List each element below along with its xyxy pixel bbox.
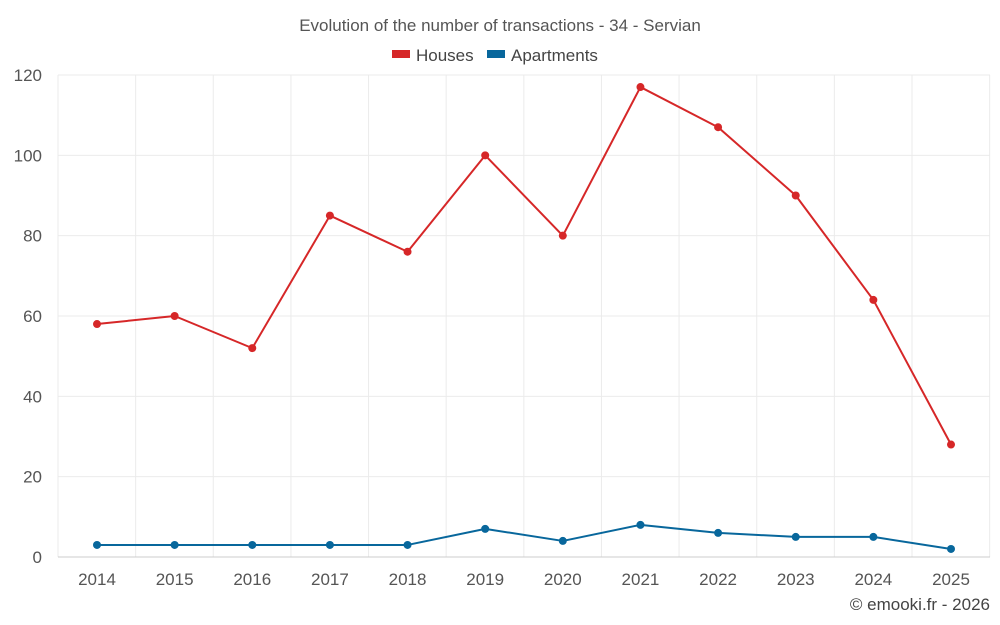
x-tick-label: 2017	[311, 570, 349, 589]
data-point-apartments[interactable]	[558, 536, 567, 545]
data-point-apartments[interactable]	[947, 544, 955, 553]
y-tick-label: 80	[23, 227, 42, 246]
data-point-houses[interactable]	[869, 295, 878, 304]
legend-label-houses: Houses	[416, 46, 474, 65]
legend-swatch-houses	[392, 50, 410, 58]
x-tick-label: 2024	[854, 570, 892, 589]
x-tick-label: 2014	[78, 570, 116, 589]
legend-label-apartments: Apartments	[511, 46, 598, 65]
data-point-apartments[interactable]	[714, 528, 723, 537]
data-point-houses[interactable]	[714, 123, 723, 132]
data-point-houses[interactable]	[93, 320, 101, 329]
y-tick-label: 20	[23, 468, 42, 487]
y-tick-label: 0	[33, 548, 42, 567]
x-tick-label: 2020	[544, 570, 582, 589]
gridlines	[57, 74, 991, 557]
data-point-houses[interactable]	[481, 151, 490, 160]
x-tick-label: 2021	[622, 570, 660, 589]
legend: Houses Apartments	[392, 46, 598, 65]
legend-item-apartments[interactable]: Apartments	[487, 46, 598, 65]
legend-swatch-apartments	[487, 50, 505, 58]
y-tick-label: 100	[14, 146, 42, 165]
chart-title: Evolution of the number of transactions …	[299, 16, 701, 35]
data-point-apartments[interactable]	[170, 540, 179, 549]
series	[93, 83, 955, 553]
y-tick-label: 40	[23, 387, 42, 406]
x-tick-label: 2022	[699, 570, 737, 589]
data-point-apartments[interactable]	[325, 540, 334, 549]
data-point-houses[interactable]	[248, 344, 257, 353]
x-tick-label: 2015	[156, 570, 194, 589]
credit-text: © emooki.fr - 2026	[850, 595, 990, 614]
y-tick-label: 120	[14, 66, 42, 85]
x-tick-label: 2023	[777, 570, 815, 589]
axes: 0 20 40 60 80 100 120 2014 2015 2016 2017 2018 2019 2…	[14, 66, 990, 589]
data-point-houses[interactable]	[791, 191, 800, 200]
data-point-houses[interactable]	[403, 247, 412, 256]
data-point-apartments[interactable]	[93, 540, 101, 549]
data-point-houses[interactable]	[325, 211, 334, 220]
data-point-apartments[interactable]	[403, 540, 412, 549]
data-point-apartments[interactable]	[636, 520, 645, 529]
series-line-houses	[96, 86, 952, 446]
data-point-houses[interactable]	[636, 83, 645, 92]
data-point-apartments[interactable]	[869, 532, 878, 541]
x-tick-label: 2019	[466, 570, 504, 589]
series-line-apartments	[97, 523, 952, 550]
x-tick-label: 2018	[389, 570, 427, 589]
data-point-apartments[interactable]	[248, 540, 257, 549]
x-tick-label: 2025	[932, 570, 970, 589]
y-tick-label: 60	[23, 307, 42, 326]
x-tick-label: 2016	[233, 570, 271, 589]
data-point-houses[interactable]	[170, 312, 179, 320]
data-point-apartments[interactable]	[481, 524, 490, 533]
data-point-houses[interactable]	[558, 231, 567, 240]
data-point-houses[interactable]	[947, 440, 955, 449]
data-point-apartments[interactable]	[791, 532, 800, 541]
legend-item-houses[interactable]: Houses	[392, 46, 474, 65]
